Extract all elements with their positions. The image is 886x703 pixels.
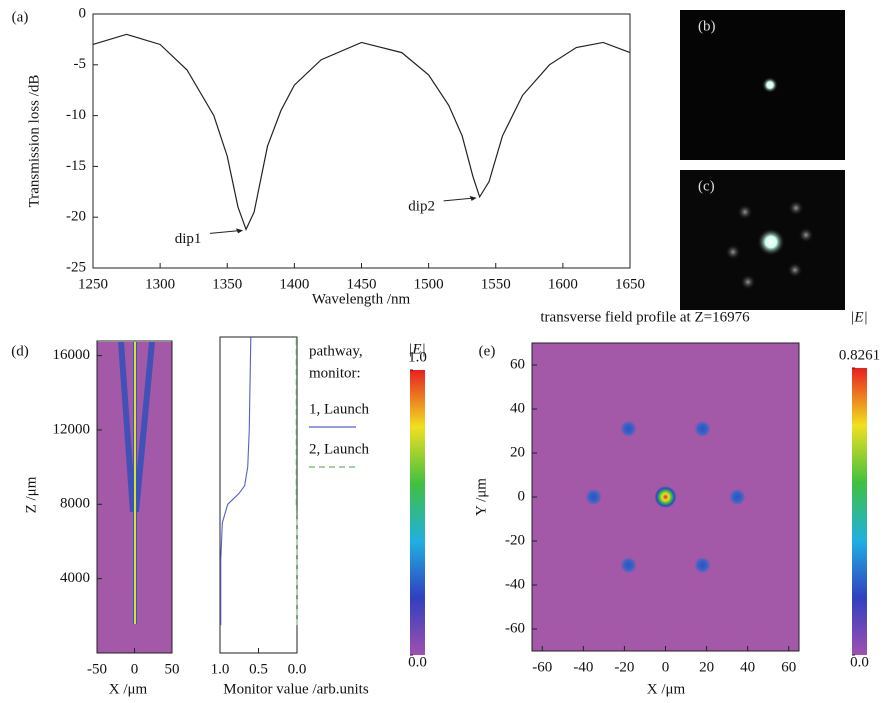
y-tick-label: 40 bbox=[510, 400, 525, 416]
spots bbox=[725, 200, 814, 290]
field-spot bbox=[694, 557, 711, 574]
x-tick-label: 1600 bbox=[548, 276, 578, 292]
panel-label: (a) bbox=[12, 9, 29, 25]
legend-title: monitor: bbox=[309, 365, 361, 381]
x-tick-label: 1300 bbox=[145, 276, 175, 292]
x-tick-label: 1.0 bbox=[211, 661, 230, 677]
monitor-line bbox=[295, 337, 298, 626]
y-tick-label: -10 bbox=[66, 107, 86, 123]
annotation: dip1 bbox=[175, 231, 202, 247]
x-tick-label: 60 bbox=[781, 659, 796, 675]
panel: 1.0 0.5 0.0 Monitor value /arb.units 1, Laun… bbox=[211, 336, 369, 697]
y-tick-label: -20 bbox=[505, 532, 525, 548]
x-tick-label: 50 bbox=[165, 661, 180, 677]
panel-label: (b) bbox=[698, 18, 716, 34]
y-tick-label: 0 bbox=[79, 5, 87, 21]
annotation-arrow bbox=[209, 229, 243, 234]
x-tick-label: 40 bbox=[740, 659, 755, 675]
y-tick-label: -40 bbox=[505, 576, 525, 592]
y-axis-label: Z /μm bbox=[23, 476, 39, 513]
colorbar-label: |E| bbox=[850, 309, 867, 325]
y-tick-label: 60 bbox=[510, 356, 525, 372]
x-tick-label: 0 bbox=[131, 661, 139, 677]
x-tick-label: 0.5 bbox=[249, 661, 268, 677]
legend-title: pathway, bbox=[309, 343, 363, 359]
x-tick-label: 1500 bbox=[414, 276, 444, 292]
legend-label: 1, Launch bbox=[309, 401, 369, 417]
plot-frame bbox=[92, 13, 631, 269]
arrow-head bbox=[469, 195, 477, 201]
x-tick-label: -20 bbox=[614, 659, 634, 675]
x-tick-label: 1650 bbox=[615, 276, 645, 292]
x-tick-label: 1450 bbox=[347, 276, 377, 292]
y-tick-label: -15 bbox=[66, 158, 86, 174]
y-tick-label: -20 bbox=[66, 209, 86, 225]
x-tick-label: 0.0 bbox=[288, 661, 307, 677]
x-tick-label: 1550 bbox=[481, 276, 511, 292]
y-tick-label: 12000 bbox=[53, 421, 91, 437]
colorbar-tick-label: 1.0 bbox=[408, 349, 427, 365]
x-tick-label: 20 bbox=[699, 659, 714, 675]
x-tick-label: -60 bbox=[532, 659, 552, 675]
y-tick-label: 0 bbox=[518, 488, 526, 504]
panel: -60 -40 -20 0 20 40 60 -60 -40 -20 0 20 40 60 X /μm Y /… bbox=[473, 309, 880, 697]
panel: -50 0 50 4000 8000 12000 16000 X /μm Z /μm (d) |E|… bbox=[11, 340, 427, 697]
colorbar bbox=[410, 370, 425, 655]
field-spot bbox=[620, 420, 637, 437]
x-tick-label: 0 bbox=[662, 659, 670, 675]
field-spot bbox=[585, 489, 602, 505]
y-tick-label: -60 bbox=[505, 620, 525, 636]
spot bbox=[762, 77, 778, 93]
x-axis-label: X /μm bbox=[109, 681, 148, 697]
chart-title: transverse field profile at Z=16976 bbox=[540, 309, 750, 325]
x-tick-label: 1350 bbox=[212, 276, 242, 292]
x-axis-label: Wavelength /nm bbox=[312, 291, 411, 307]
panel-label: (d) bbox=[11, 343, 29, 359]
y-axis-label: Y /μm bbox=[473, 478, 489, 516]
plot-frame bbox=[219, 336, 298, 654]
field-spot bbox=[620, 557, 637, 574]
x-tick-label: 1400 bbox=[279, 276, 309, 292]
x-axis-label: X /μm bbox=[647, 681, 686, 697]
legend-label: 2, Launch bbox=[309, 441, 369, 457]
field-beams bbox=[118, 342, 155, 624]
line-series bbox=[92, 33, 631, 231]
y-tick-label: 4000 bbox=[60, 570, 90, 586]
y-tick-label: 20 bbox=[510, 444, 525, 460]
x-tick-label: -50 bbox=[87, 661, 107, 677]
annotation-arrow bbox=[443, 197, 476, 202]
x-tick-label: -40 bbox=[573, 659, 593, 675]
annotation: dip2 bbox=[408, 198, 435, 214]
field-spot bbox=[729, 489, 746, 505]
y-tick-label: -5 bbox=[74, 56, 87, 72]
panel-label: (c) bbox=[698, 178, 715, 194]
colorbar-tick-label: 0.8261 bbox=[839, 347, 880, 363]
colorbar bbox=[852, 368, 867, 655]
monitor-line bbox=[220, 337, 252, 626]
x-tick-label: 1250 bbox=[78, 276, 108, 292]
y-tick-label: 16000 bbox=[53, 347, 91, 363]
colorbar-tick-label: 0.0 bbox=[408, 654, 427, 670]
y-axis-label: Transmission loss /dB bbox=[26, 75, 42, 208]
colorbar-tick-label: 0.0 bbox=[850, 654, 869, 670]
panel: 1250 1300 1350 1400 1450 1500 1550 1600 1650 0 -5 -… bbox=[12, 5, 645, 307]
x-axis-label: Monitor value /arb.units bbox=[223, 681, 369, 697]
arrow-head bbox=[236, 228, 244, 234]
field-spot bbox=[654, 486, 677, 508]
colorbar-label: |E| bbox=[408, 341, 425, 357]
y-tick-label: -25 bbox=[66, 259, 86, 275]
y-tick-label: 8000 bbox=[60, 496, 90, 512]
field-spot bbox=[694, 420, 711, 437]
panel-label: (e) bbox=[479, 343, 496, 359]
